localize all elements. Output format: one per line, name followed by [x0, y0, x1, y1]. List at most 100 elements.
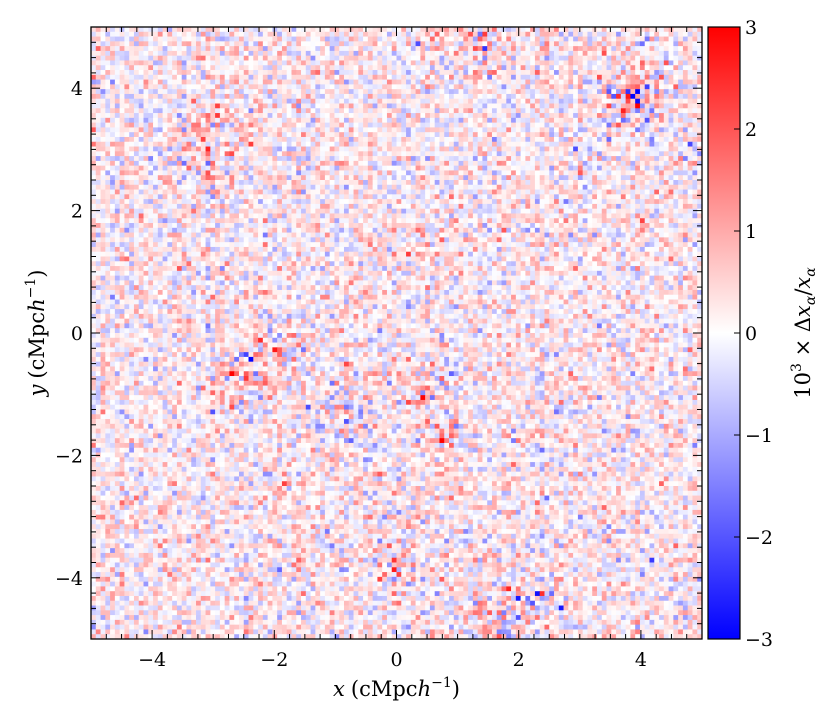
- heatmap-cell: [296, 146, 302, 152]
- heatmap-cell: [105, 136, 111, 143]
- heatmap-cell: [153, 122, 159, 128]
- heatmap-cell: [343, 203, 350, 210]
- heatmap-cell: [157, 208, 163, 214]
- heatmap-cell: [262, 127, 268, 133]
- heatmap-cell: [196, 74, 202, 80]
- heatmap-cell: [296, 55, 302, 61]
- heatmap-cell: [463, 136, 469, 143]
- heatmap-cell: [100, 132, 106, 138]
- heatmap-cell: [329, 36, 335, 42]
- heatmap-cell: [301, 108, 307, 114]
- heatmap-cell: [401, 70, 407, 76]
- heatmap-cell: [186, 36, 192, 42]
- heatmap-cell: [258, 189, 264, 195]
- heatmap-cell: [100, 84, 106, 90]
- heatmap-cell: [100, 165, 106, 171]
- heatmap-cell: [296, 93, 302, 100]
- heatmap-cell: [353, 189, 359, 195]
- heatmap-cell: [563, 65, 569, 71]
- heatmap-cell: [339, 160, 345, 167]
- heatmap-cell: [482, 36, 488, 42]
- heatmap-cell: [172, 108, 178, 114]
- heatmap-cell: [611, 180, 617, 186]
- heatmap-cell: [453, 70, 459, 76]
- heatmap-cell: [415, 60, 421, 66]
- heatmap-cell: [468, 79, 474, 85]
- heatmap-cell: [577, 189, 584, 195]
- heatmap-cell: [415, 36, 421, 42]
- heatmap-cell: [129, 136, 135, 143]
- heatmap-cell: [301, 132, 307, 138]
- heatmap-cell: [596, 122, 603, 128]
- heatmap-cell: [353, 184, 359, 190]
- heatmap-cell: [329, 50, 335, 57]
- heatmap-cell: [119, 180, 125, 186]
- heatmap-cell: [668, 55, 674, 61]
- heatmap-cell: [210, 36, 216, 42]
- heatmap-cell: [415, 46, 421, 52]
- heatmap-cell: [181, 50, 187, 57]
- heatmap-cell: [248, 41, 254, 47]
- heatmap-cell: [678, 141, 684, 147]
- heatmap-cell: [162, 146, 168, 152]
- heatmap-cell: [157, 184, 163, 190]
- heatmap-cell: [334, 93, 340, 100]
- heatmap-cell: [129, 79, 135, 85]
- heatmap-cell: [630, 189, 636, 195]
- heatmap-cell: [592, 127, 598, 133]
- heatmap-cell: [544, 175, 550, 181]
- heatmap-cell: [563, 136, 569, 143]
- heatmap-cell: [611, 117, 617, 123]
- heatmap-cell: [305, 113, 311, 119]
- heatmap-cell: [215, 79, 221, 85]
- heatmap-cell: [348, 60, 354, 66]
- heatmap-cell: [697, 31, 703, 37]
- heatmap-cell: [639, 46, 646, 52]
- heatmap-cell: [229, 160, 235, 167]
- heatmap-cell: [429, 151, 436, 157]
- heatmap-cell: [697, 170, 703, 176]
- heatmap-cell: [262, 103, 268, 109]
- heatmap-cell: [487, 50, 493, 57]
- heatmap-cell: [219, 79, 225, 85]
- heatmap-cell: [382, 199, 388, 205]
- heatmap-cell: [625, 55, 631, 61]
- heatmap-cell: [663, 84, 669, 90]
- heatmap-cell: [482, 175, 488, 181]
- heatmap-cell: [563, 55, 569, 61]
- heatmap-cell: [520, 89, 526, 95]
- heatmap-cell: [420, 84, 426, 90]
- heatmap-cell: [301, 165, 307, 171]
- heatmap-cell: [129, 36, 135, 42]
- heatmap-cell: [611, 136, 617, 143]
- heatmap-cell: [219, 93, 225, 100]
- heatmap-cell: [262, 184, 268, 190]
- heatmap-cell: [301, 146, 307, 152]
- heatmap-cell: [472, 79, 478, 85]
- heatmap-cell: [329, 84, 335, 90]
- heatmap-cell: [358, 89, 364, 95]
- heatmap-cell: [210, 170, 216, 176]
- heatmap-cell: [630, 89, 636, 95]
- heatmap-cell: [630, 93, 636, 100]
- heatmap-cell: [659, 132, 665, 138]
- heatmap-cell: [229, 27, 235, 33]
- heatmap-cell: [554, 74, 560, 80]
- heatmap-cell: [186, 93, 192, 100]
- heatmap-cell: [110, 141, 116, 147]
- heatmap-cell: [334, 46, 340, 52]
- heatmap-cell: [291, 170, 297, 176]
- heatmap-cell: [534, 208, 541, 214]
- heatmap-cell: [563, 160, 569, 167]
- heatmap-cell: [563, 84, 569, 90]
- heatmap-cell: [659, 122, 665, 128]
- heatmap-cell: [315, 160, 321, 167]
- heatmap-cell: [172, 180, 178, 186]
- heatmap-cell: [506, 175, 512, 181]
- heatmap-cell: [482, 189, 488, 195]
- heatmap-cell: [133, 65, 140, 71]
- heatmap-cell: [654, 98, 660, 104]
- heatmap-cell: [234, 103, 240, 109]
- heatmap-cell: [219, 31, 225, 37]
